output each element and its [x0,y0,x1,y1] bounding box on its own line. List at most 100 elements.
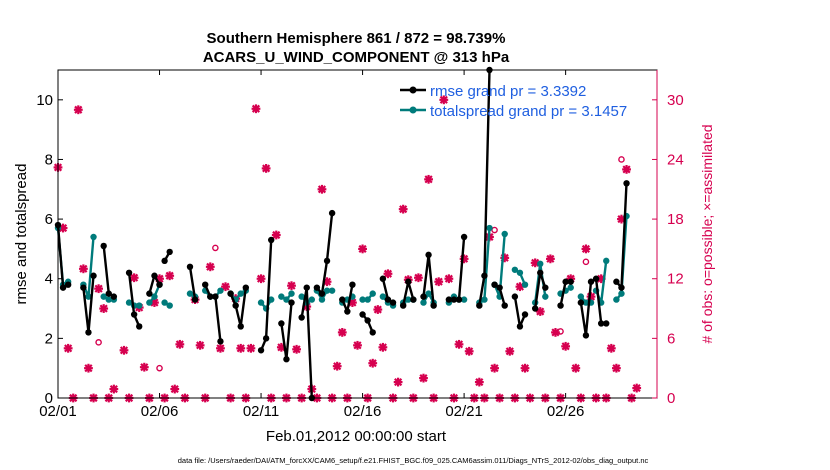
spread-point [425,290,432,297]
rmse-point [379,275,387,282]
rmse-point [328,209,336,217]
obs-assimilated-marker [611,363,621,373]
obs-assimilated-marker [139,362,149,372]
obs-assimilated-marker [622,164,631,174]
obs-assimilated-marker [84,363,93,373]
spread-point [161,299,168,306]
rmse-point [384,296,392,303]
obs-assimilated-marker [205,262,215,272]
spread-point [369,290,376,297]
rmse-point [562,278,569,285]
rmse-point [318,290,326,297]
obs-possible-marker [156,364,163,372]
legend-spread-label: totalspread grand pr = 3.1457 [430,103,627,120]
rmse-point [567,278,574,285]
obs-assimilated-marker [358,244,367,254]
obs-assimilated-marker [419,373,428,383]
rmse-point [313,284,321,291]
rmse-point [156,281,163,288]
obs-assimilated-marker [464,346,474,356]
obs-assimilated-marker [434,277,444,287]
chart-title-line2: ACARS_U_WIND_COMPONENT @ 313 hPa [203,49,510,66]
rmse-point [369,329,376,336]
rmse-point [64,281,72,288]
rmse-point [491,281,498,288]
y-tick-label: 10 [36,92,53,109]
rmse-point [166,248,173,256]
obs-assimilated-marker [520,363,530,373]
obs-assimilated-marker [398,204,408,214]
obs-possible-marker [212,244,219,252]
rmse-point [623,180,630,187]
rmse-point [90,272,97,279]
obs-assimilated-marker [236,343,246,353]
spread-point [146,299,153,306]
rmse-point [597,320,605,327]
spread-point [577,293,585,300]
rmse-point [425,251,432,259]
chart-title-line1: Southern Hemisphere 861 / 872 = 98.739% [207,30,506,47]
obs-assimilated-marker [246,343,256,353]
rmse-point [207,293,214,300]
spread-point [237,290,244,297]
spread-point [136,302,143,309]
spread-point [278,293,285,300]
rmse-point [542,284,549,291]
y-axis-label: rmse and totalspread [13,164,30,305]
spread-point [283,296,290,303]
obs-possible-marker [95,339,102,346]
data-file-footer: data file: /Users/raeder/DAI/ATM_forcXX/… [178,456,649,465]
rmse-point [288,299,295,306]
rmse-point [298,314,305,321]
right-y-axis-label: # of obs: o=possible; ×=assimilated [699,124,715,343]
obs-assimilated-marker [73,105,83,115]
obs-assimilated-marker [606,343,616,353]
rmse-point [344,308,351,315]
obs-assimilated-marker [109,384,119,394]
spread-point [323,287,331,294]
obs-assimilated-marker [353,340,362,350]
obs-assimilated-marker [317,184,327,194]
spread-point [298,293,305,300]
rmse-point [501,302,508,309]
rmse-line-segment [188,266,197,300]
obs-assimilated-marker [99,304,109,313]
obs-assimilated-marker [505,346,515,356]
y2-tick-label: 0 [667,390,675,407]
y-tick-label: 8 [45,151,53,168]
rmse-point [100,242,107,250]
obs-assimilated-marker [119,345,129,355]
spread-point [364,296,371,303]
rmse-point [521,311,529,318]
series-lines [54,66,630,402]
obs-assimilated-marker [439,95,449,105]
obs-assimilated-marker [414,273,423,283]
rmse-point [420,293,427,300]
spread-point [618,290,625,297]
spread-point [288,290,295,297]
y2-tick-label: 12 [667,271,684,288]
rmse-point [237,323,244,330]
rmse-point [262,335,270,342]
spread-point [268,296,275,303]
rmse-point [186,263,194,270]
rmse-point [577,299,585,306]
rmse-point [557,302,564,309]
obs-assimilated-marker [424,174,433,184]
rmse-point [364,317,371,324]
spread-point [318,296,326,303]
rmse-line-segment [315,212,334,295]
obs-assimilated-marker [195,340,205,350]
rmse-point [389,299,397,306]
rmse-point [455,296,463,303]
rmse-point [399,302,407,309]
rmse-point [476,302,483,309]
spread-point [521,281,529,288]
axes: 02/01 02/06 02/11 02/16 02/21 02/260246810061… [36,70,684,420]
x-tick-label: 02/26 [547,403,585,420]
spread-point [105,296,112,303]
rmse-point [130,311,138,318]
obs-assimilated-marker [378,342,388,352]
rmse-point [587,278,595,285]
obs-assimilated-marker [175,339,185,349]
